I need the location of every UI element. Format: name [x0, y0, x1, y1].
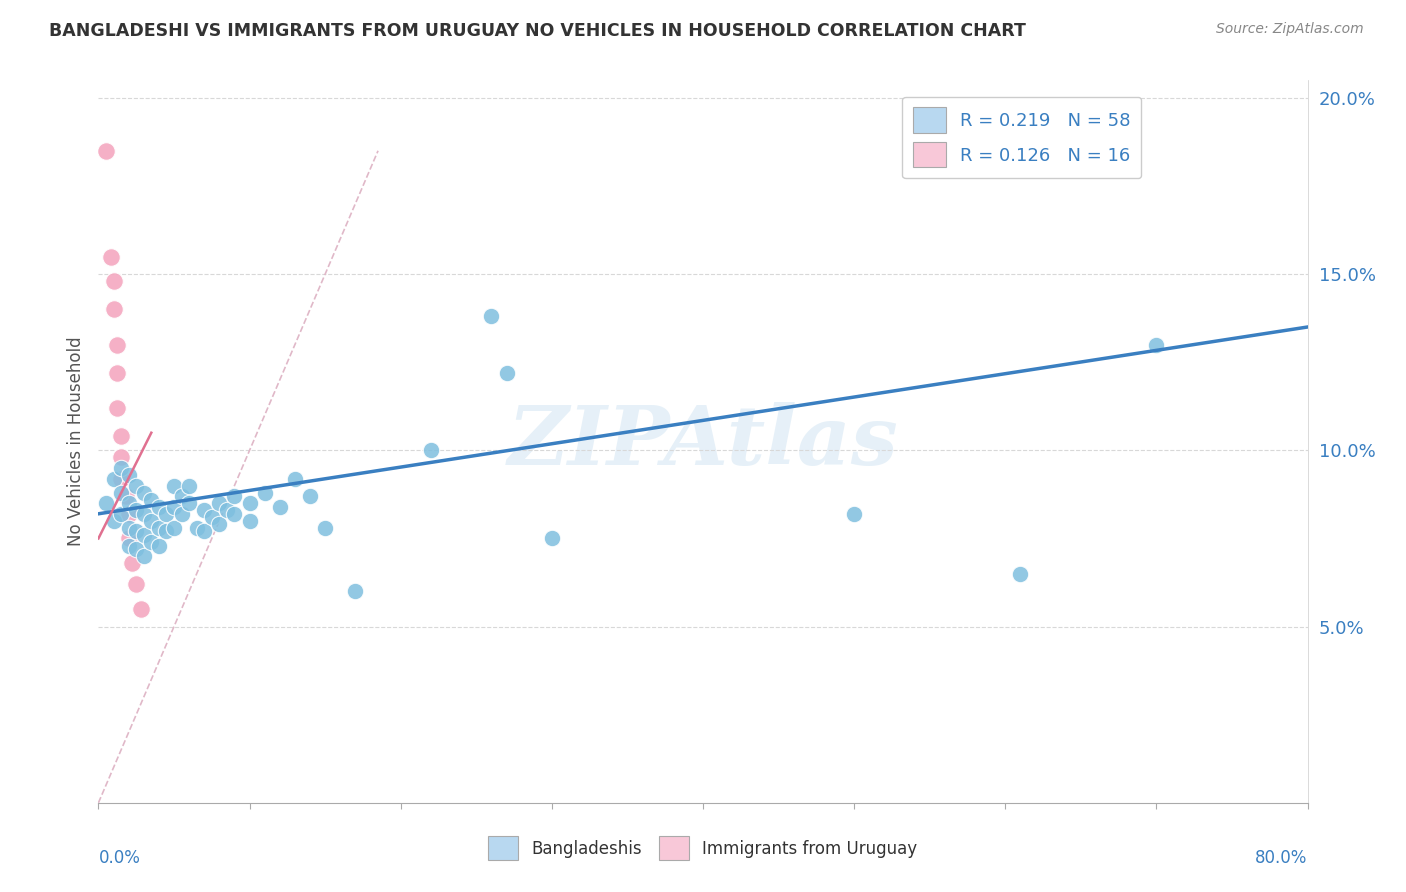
Point [103, 471, 125, 485]
Point [118, 532, 141, 546]
Point [148, 521, 170, 535]
Point [1010, 566, 1032, 581]
Point [481, 310, 503, 324]
Point [94, 144, 117, 158]
Point [125, 478, 148, 492]
Point [141, 535, 163, 549]
Point [125, 524, 148, 539]
Point [201, 510, 224, 524]
Point [110, 471, 132, 485]
Point [100, 250, 122, 264]
Text: BANGLADESHI VS IMMIGRANTS FROM URUGUAY NO VEHICLES IN HOUSEHOLD CORRELATION CHAR: BANGLADESHI VS IMMIGRANTS FROM URUGUAY N… [49, 22, 1026, 40]
Y-axis label: No Vehicles in Household: No Vehicles in Household [66, 336, 84, 547]
Point [94, 496, 117, 510]
Point [110, 429, 132, 443]
Point [132, 528, 155, 542]
Point [224, 489, 246, 503]
Point [110, 461, 132, 475]
Point [420, 443, 443, 458]
Point [118, 521, 141, 535]
Point [208, 517, 231, 532]
Point [170, 489, 193, 503]
Point [141, 514, 163, 528]
Point [103, 302, 125, 317]
Point [540, 532, 562, 546]
Point [125, 503, 148, 517]
Point [193, 503, 215, 517]
Point [284, 471, 307, 485]
Point [179, 496, 201, 510]
Point [132, 549, 155, 563]
Point [125, 542, 148, 557]
Point [132, 485, 155, 500]
Point [344, 584, 367, 599]
Point [1144, 337, 1167, 351]
Point [269, 500, 291, 514]
Point [314, 521, 336, 535]
Point [105, 366, 128, 380]
Point [299, 489, 322, 503]
Point [118, 507, 141, 521]
Point [215, 503, 238, 517]
Point [239, 496, 262, 510]
Point [495, 366, 517, 380]
Point [253, 485, 276, 500]
Point [121, 556, 143, 570]
Text: 0.0%: 0.0% [98, 848, 141, 867]
Point [132, 507, 155, 521]
Point [186, 521, 208, 535]
Point [170, 507, 193, 521]
Point [125, 577, 148, 591]
Point [844, 507, 866, 521]
Point [163, 521, 186, 535]
Point [118, 468, 141, 483]
Point [114, 489, 136, 503]
Point [103, 514, 125, 528]
Point [105, 337, 128, 351]
Point [129, 602, 152, 616]
Point [141, 492, 163, 507]
Point [110, 507, 132, 521]
Point [148, 500, 170, 514]
Text: Source: ZipAtlas.com: Source: ZipAtlas.com [1216, 22, 1364, 37]
Point [163, 478, 186, 492]
Point [118, 496, 141, 510]
Point [1085, 109, 1108, 123]
Point [118, 539, 141, 553]
Point [155, 524, 177, 539]
Text: ZIPAtlas: ZIPAtlas [508, 401, 898, 482]
Point [148, 539, 170, 553]
Point [105, 401, 128, 415]
Point [163, 500, 186, 514]
Text: 80.0%: 80.0% [1256, 848, 1308, 867]
Point [110, 485, 132, 500]
Point [239, 514, 262, 528]
Point [208, 496, 231, 510]
Point [193, 524, 215, 539]
Point [103, 274, 125, 288]
Point [179, 478, 201, 492]
Legend: Bangladeshis, Immigrants from Uruguay: Bangladeshis, Immigrants from Uruguay [482, 830, 924, 867]
Point [155, 507, 177, 521]
Point [110, 450, 132, 465]
Point [224, 507, 246, 521]
